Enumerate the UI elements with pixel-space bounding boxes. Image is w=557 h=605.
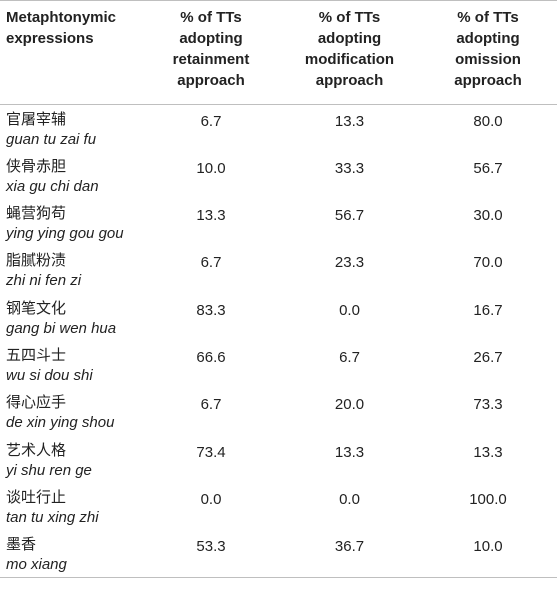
header-omission: % of TTs adopting omission approach (419, 0, 557, 105)
header-text: modification (304, 51, 395, 68)
expression-cell: 艺术人格 yi shu ren ge (0, 436, 142, 483)
retainment-value: 6.7 (200, 396, 222, 414)
retainment-value: 0.0 (200, 490, 222, 508)
expression-cell: 墨香 mo xiang (0, 530, 142, 578)
header-text: % of TTs (457, 9, 519, 26)
expression-cell: 侠骨赤胆 xia gu chi dan (0, 152, 142, 199)
header-text: approach (454, 72, 522, 89)
header-text: adopting (179, 30, 243, 47)
pinyin-expression: yi shu ren ge (6, 461, 92, 479)
table-row: 得心应手 de xin ying shou 6.7 20.0 73.3 (0, 388, 557, 435)
expression-cell: 谈吐行止 tan tu xing zhi (0, 483, 142, 530)
omission-value: 100.0 (469, 490, 507, 508)
pinyin-expression: tan tu xing zhi (6, 508, 99, 526)
retainment-value: 83.3 (196, 301, 226, 319)
modification-value: 0.0 (339, 301, 360, 319)
omission-value: 13.3 (473, 443, 503, 461)
modification-value: 56.7 (334, 207, 365, 225)
table-row: 五四斗士 wu si dou shi 66.6 6.7 26.7 (0, 341, 557, 388)
chinese-expression: 侠骨赤胆 (6, 156, 67, 175)
modification-value: 36.7 (280, 530, 419, 578)
omission-value: 80.0 (473, 113, 503, 130)
expression-cell: 脂腻粉渍 zhi ni fen zi (0, 246, 142, 293)
omission-value: 16.7 (473, 301, 503, 319)
header-retainment: % of TTs adopting retainment approach (142, 0, 280, 105)
chinese-expression: 得心应手 (6, 393, 67, 412)
retainment-value: 6.7 (200, 113, 222, 130)
omission-value: 30.0 (473, 207, 503, 225)
header-text: approach (315, 72, 384, 89)
expression-cell: 五四斗士 wu si dou shi (0, 341, 142, 388)
chinese-expression: 脂腻粉渍 (6, 251, 67, 270)
table-row: 墨香 mo xiang 53.3 36.7 10.0 (0, 530, 557, 578)
chinese-expression: 谈吐行止 (6, 487, 67, 506)
modification-value: 33.3 (334, 159, 365, 177)
modification-value: 0.0 (339, 490, 360, 508)
table-body: 官屠宰辅 guan tu zai fu 6.7 13.3 80.0 侠骨赤胆 x… (0, 105, 557, 578)
header-text: omission (455, 51, 521, 68)
pinyin-expression: gang bi wen hua (6, 319, 117, 337)
table-row: 艺术人格 yi shu ren ge 73.4 13.3 13.3 (0, 436, 557, 483)
pinyin-expression: xia gu chi dan (6, 177, 99, 195)
header-text: Metaphtonymic (6, 9, 117, 26)
chinese-expression: 蝇营狗苟 (6, 204, 67, 223)
results-table: Metaphtonymic expressions % of TTs adopt… (0, 0, 557, 578)
omission-value: 70.0 (473, 254, 503, 272)
header-text: approach (177, 72, 245, 89)
header-text: % of TTs (180, 9, 242, 26)
modification-value: 6.7 (339, 348, 360, 366)
header-text: % of TTs (318, 9, 381, 26)
expression-cell: 得心应手 de xin ying shou (0, 388, 142, 435)
retainment-value: 73.4 (196, 443, 226, 461)
modification-value: 13.3 (334, 113, 365, 130)
modification-value: 20.0 (334, 396, 365, 414)
pinyin-expression: wu si dou shi (6, 366, 93, 384)
header-text: expressions (6, 30, 94, 47)
table-row: 侠骨赤胆 xia gu chi dan 10.0 33.3 56.7 (0, 152, 557, 199)
omission-value: 26.7 (473, 348, 503, 366)
header-text: adopting (456, 30, 520, 47)
modification-value: 13.3 (334, 443, 365, 461)
retainment-value: 13.3 (196, 207, 226, 225)
expression-cell: 钢笔文化 gang bi wen hua (0, 294, 142, 341)
chinese-expression: 墨香 (6, 535, 37, 554)
table-row: 脂腻粉渍 zhi ni fen zi 6.7 23.3 70.0 (0, 246, 557, 293)
table-row: 谈吐行止 tan tu xing zhi 0.0 0.0 100.0 (0, 483, 557, 530)
pinyin-expression: mo xiang (6, 556, 67, 574)
retainment-value: 6.7 (200, 254, 222, 272)
chinese-expression: 钢笔文化 (6, 298, 67, 317)
header-row: Metaphtonymic expressions % of TTs adopt… (0, 0, 557, 105)
table-header: Metaphtonymic expressions % of TTs adopt… (0, 0, 557, 105)
expression-cell: 官屠宰辅 guan tu zai fu (0, 105, 142, 152)
chinese-expression: 五四斗士 (6, 345, 67, 364)
table-row: 钢笔文化 gang bi wen hua 83.3 0.0 16.7 (0, 294, 557, 341)
table-row: 官屠宰辅 guan tu zai fu 6.7 13.3 80.0 (0, 105, 557, 152)
retainment-value: 66.6 (196, 348, 226, 366)
retainment-value: 10.0 (196, 159, 226, 177)
modification-value: 23.3 (334, 254, 365, 272)
header-text: retainment (172, 51, 250, 68)
chinese-expression: 官屠宰辅 (6, 110, 67, 128)
table-row: 蝇营狗苟 ying ying gou gou 13.3 56.7 30.0 (0, 199, 557, 246)
pinyin-expression: guan tu zai fu (6, 131, 97, 148)
expression-cell: 蝇营狗苟 ying ying gou gou (0, 199, 142, 246)
header-modification: % of TTs adopting modification approach (280, 0, 419, 105)
omission-value: 73.3 (473, 396, 503, 414)
header-text: adopting (317, 30, 382, 47)
pinyin-expression: ying ying gou gou (6, 225, 124, 243)
pinyin-expression: zhi ni fen zi (6, 272, 82, 290)
chinese-expression: 艺术人格 (6, 440, 67, 459)
pinyin-expression: de xin ying shou (6, 414, 115, 432)
header-expressions: Metaphtonymic expressions (0, 0, 142, 105)
omission-value: 56.7 (473, 159, 503, 177)
omission-value: 10.0 (419, 530, 557, 578)
retainment-value: 53.3 (142, 530, 280, 578)
